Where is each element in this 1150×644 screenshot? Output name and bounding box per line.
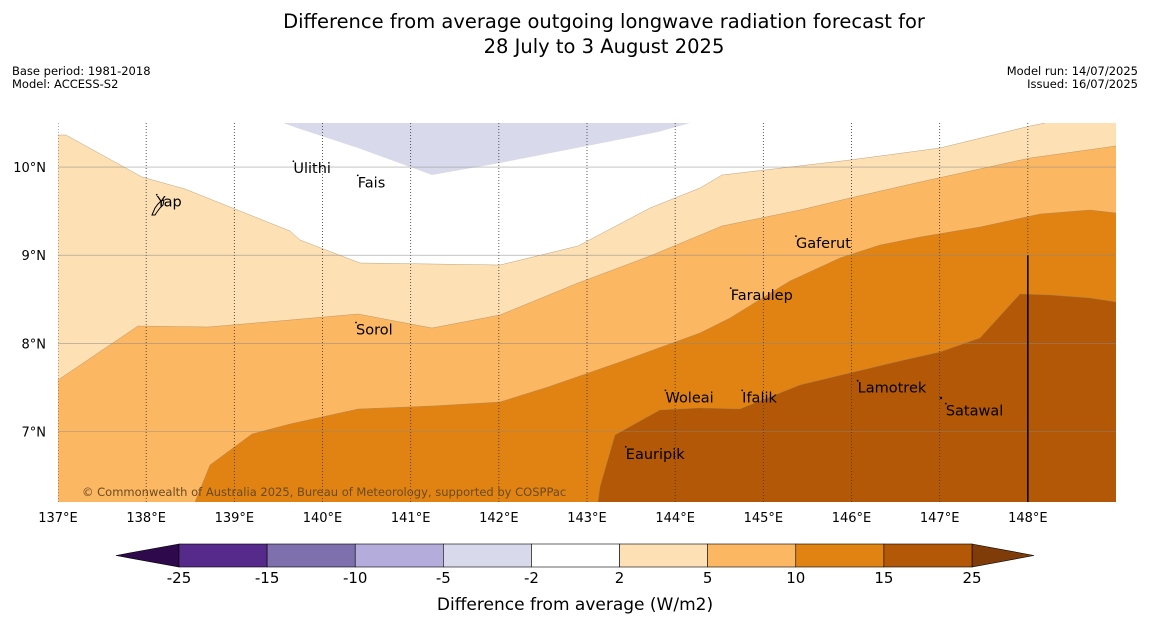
base-period: Base period: 1981-2018 — [12, 64, 151, 78]
colorbar-tick-label: -10 — [343, 569, 368, 587]
lon-tick-label: 145°E — [744, 511, 784, 526]
metadata-right: Model run: 14/07/2025 Issued: 16/07/2025 — [1007, 65, 1138, 91]
map-area: Ulithi Fais Yap Gaferut Faraulep Sorol Woleai I… — [58, 123, 1116, 502]
yap-island-outline — [151, 199, 165, 216]
band-neg5-to-neg2 — [283, 123, 690, 175]
colorbar-segment — [707, 543, 797, 568]
latitude-labels: 7°N 8°N 9°N 10°N — [13, 161, 46, 440]
place-label: Ulithi — [293, 161, 331, 177]
colorbar-tick-label: -15 — [255, 569, 280, 587]
colorbar-over-arrow — [971, 543, 1035, 568]
colorbar-label: Difference from average (W/m2) — [437, 595, 713, 615]
colorbar-tick-label: 10 — [786, 569, 805, 587]
island-marker — [155, 193, 158, 196]
colorbar-segment — [178, 543, 268, 568]
lon-tick-label: 146°E — [832, 511, 872, 526]
lon-tick-label: 141°E — [391, 511, 431, 526]
island-marker — [944, 402, 947, 405]
colorbar-tick-label: -2 — [524, 569, 539, 587]
place-label: Faraulep — [731, 288, 793, 304]
band-15-to-25 — [598, 294, 1116, 502]
island-marker — [355, 321, 357, 324]
issued-date: Issued: 16/07/2025 — [1027, 77, 1138, 91]
copyright-notice: © Commonwealth of Australia 2025, Bureau… — [82, 485, 566, 499]
island-marker — [356, 174, 359, 177]
lat-tick-label: 7°N — [22, 425, 47, 440]
model-name: Model: ACCESS-S2 — [12, 77, 119, 91]
title-line-2: 28 July to 3 August 2025 — [483, 35, 725, 58]
place-labels: Ulithi Fais Yap Gaferut Faraulep Sorol Woleai I… — [155, 160, 1003, 463]
place-label: Woleai — [665, 390, 713, 406]
chart-title: Difference from average outgoing longwav… — [0, 9, 1150, 59]
lon-tick-label: 142°E — [479, 511, 519, 526]
lat-tick-label: 8°N — [22, 337, 47, 352]
island-marker — [741, 389, 744, 392]
lon-tick-label: 137°E — [38, 511, 78, 526]
lon-tick-label: 147°E — [920, 511, 960, 526]
title-line-1: Difference from average outgoing longwav… — [283, 10, 925, 33]
place-label: Ifalik — [742, 390, 777, 406]
place-label: Satawal — [946, 404, 1003, 420]
colorbar-segment — [354, 543, 444, 568]
metadata-left: Base period: 1981-2018 Model: ACCESS-S2 — [12, 65, 151, 91]
island-dot — [939, 396, 943, 400]
place-label: Sorol — [356, 323, 393, 339]
lon-tick-label: 138°E — [126, 511, 166, 526]
colorbar: -25 -15 -10 -5 -2 2 5 10 15 25 — [115, 543, 1035, 587]
colorbar-tick-label: 5 — [703, 569, 713, 587]
longitude-labels: 137°E 138°E 139°E 140°E 141°E 142°E 143°E 144°E… — [38, 511, 1047, 526]
place-label: Gaferut — [796, 236, 851, 252]
colorbar-segment — [443, 543, 532, 568]
island-marker — [856, 379, 859, 382]
lon-tick-label: 144°E — [655, 511, 695, 526]
island-marker — [664, 389, 667, 392]
colorbar-tick-label: 25 — [962, 569, 981, 587]
place-label: Fais — [358, 175, 385, 191]
island-marker — [292, 160, 295, 163]
lon-tick-label: 139°E — [215, 511, 255, 526]
lon-tick-label: 148°E — [1008, 511, 1048, 526]
colorbar-segment — [619, 543, 708, 568]
island-marker — [795, 235, 797, 238]
colorbar-segment — [531, 543, 620, 568]
map-grid — [58, 123, 1116, 502]
lat-tick-label: 10°N — [13, 161, 46, 176]
colorbar-segment — [883, 543, 973, 568]
lat-tick-label: 9°N — [22, 249, 47, 264]
band-neg2-to-2 — [58, 123, 1045, 265]
colorbar-tick-label: -25 — [167, 569, 192, 587]
place-label: Eauripik — [626, 447, 685, 463]
model-run: Model run: 14/07/2025 — [1006, 64, 1138, 78]
contour-lines — [58, 123, 1116, 502]
place-label: Yap — [156, 195, 182, 211]
island-marker — [624, 445, 627, 448]
colorbar-tick-label: 2 — [615, 569, 625, 587]
lon-tick-label: 143°E — [567, 511, 607, 526]
colorbar-under-arrow — [115, 543, 180, 568]
colorbar-tick-label: -5 — [436, 569, 451, 587]
colorbar-segment — [266, 543, 356, 568]
colorbar-tick-label: 15 — [874, 569, 893, 587]
lon-tick-label: 140°E — [303, 511, 343, 526]
place-label: Lamotrek — [858, 381, 927, 397]
colorbar-segment — [795, 543, 885, 568]
island-marker — [729, 287, 732, 290]
